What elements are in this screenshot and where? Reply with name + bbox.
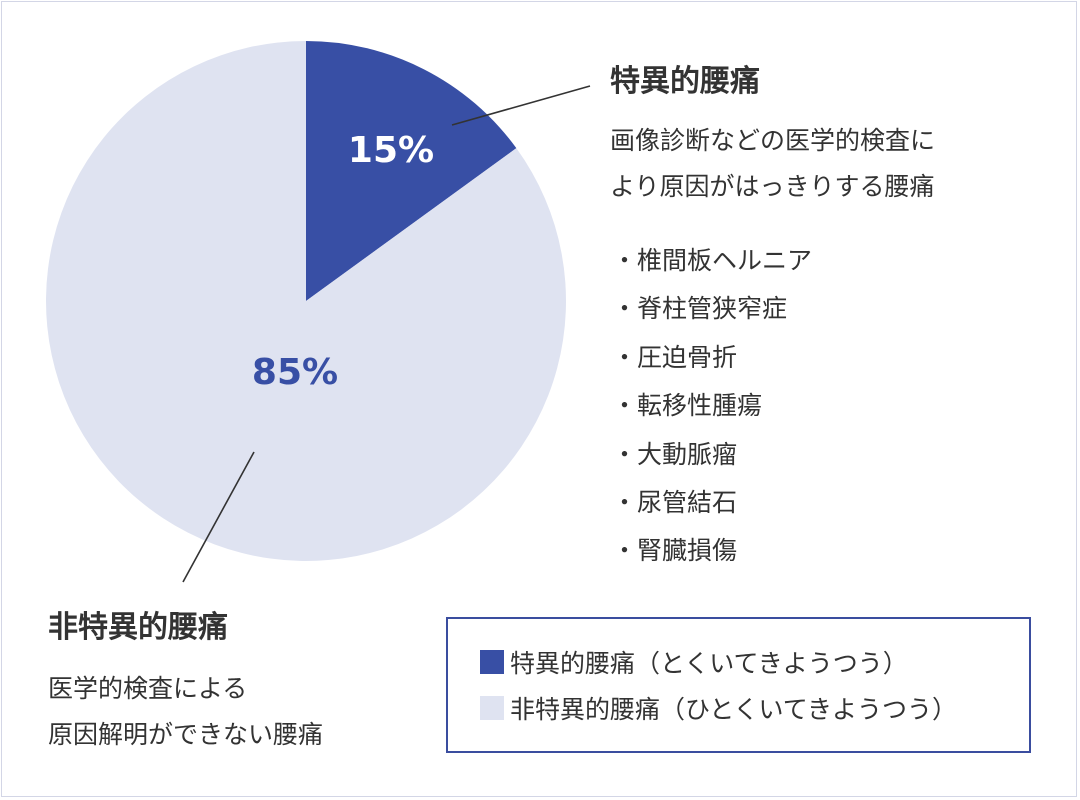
list-item: 椎間板ヘルニア — [612, 237, 812, 285]
list-item: 脊柱管狭窄症 — [612, 285, 812, 333]
pie-slice-specific — [306, 41, 517, 301]
list-item: 尿管結石 — [612, 479, 812, 527]
nonspecific-heading: 非特異的腰痛 — [48, 610, 228, 645]
legend-item-nonspecific: 非特異的腰痛（ひとくいてきようつう） — [480, 685, 1029, 731]
legend-label-nonspecific: 非特異的腰痛（ひとくいてきようつう） — [510, 695, 958, 724]
slice-value-label-nonspecific: 85% — [252, 352, 338, 393]
specific-description: 画像診断などの医学的検査に より原因がはっきりする腰痛 — [610, 118, 935, 210]
specific-description-line: 画像診断などの医学的検査に — [610, 126, 936, 155]
pie-slice-nonspecific — [46, 41, 567, 561]
specific-examples-list: 椎間板ヘルニア 脊柱管狭窄症 圧迫骨折 転移性腫瘍 大動脈瘤 尿管結石 腎臓損傷 — [612, 237, 812, 576]
legend-item-specific: 特異的腰痛（とくいてきようつう） — [480, 639, 1029, 685]
list-item: 圧迫骨折 — [612, 334, 812, 382]
nonspecific-description: 医学的検査による 原因解明ができない腰痛 — [48, 666, 323, 758]
specific-description-line: より原因がはっきりする腰痛 — [610, 172, 935, 201]
nonspecific-description-line: 医学的検査による — [48, 674, 248, 703]
legend-swatch-specific — [480, 650, 504, 674]
list-item: 転移性腫瘍 — [612, 382, 812, 430]
leader-line-specific — [451, 85, 591, 126]
leader-line-nonspecific — [182, 451, 255, 583]
specific-heading: 特異的腰痛 — [610, 64, 760, 99]
list-item: 大動脈瘤 — [612, 431, 812, 479]
nonspecific-description-line: 原因解明ができない腰痛 — [48, 720, 324, 749]
legend-label-specific: 特異的腰痛（とくいてきようつう） — [510, 649, 908, 678]
list-item: 腎臓損傷 — [612, 527, 812, 575]
legend-swatch-nonspecific — [480, 696, 504, 720]
slice-value-label-specific: 15% — [348, 130, 434, 171]
chart-legend: 特異的腰痛（とくいてきようつう） 非特異的腰痛（ひとくいてきようつう） — [446, 617, 1031, 753]
